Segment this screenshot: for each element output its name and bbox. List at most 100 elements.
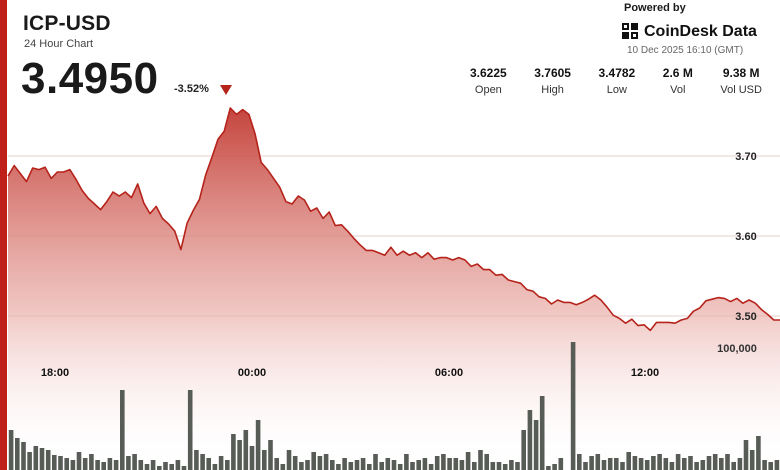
volume-bar: [589, 456, 594, 470]
volume-bar: [472, 462, 477, 470]
volume-bar: [620, 462, 625, 470]
x-tick-label: 18:00: [41, 367, 69, 379]
volume-bar: [181, 466, 187, 470]
stat-high: 3.7605 High: [534, 66, 571, 96]
volume-bar: [768, 462, 773, 470]
volume-bar: [725, 454, 730, 470]
volume-bar: [416, 460, 421, 470]
volume-bar: [45, 450, 51, 470]
volume-bar: [126, 456, 131, 470]
volume-bar: [89, 454, 94, 470]
volume-bar: [558, 458, 564, 470]
volume-bar: [200, 454, 205, 470]
volume-bar: [496, 462, 502, 470]
volume-bar: [113, 460, 119, 470]
volume-bar: [305, 460, 310, 470]
volume-bar: [39, 448, 45, 470]
volume-bar: [719, 458, 724, 470]
volume-bar: [490, 462, 496, 470]
volume-bar: [632, 456, 638, 470]
volume-bar: [138, 460, 144, 470]
volume-bar: [694, 462, 699, 470]
volume-bar: [663, 458, 669, 470]
volume-bar: [453, 458, 459, 470]
volume-bar: [614, 458, 619, 470]
stat-value: 3.6225: [470, 66, 507, 80]
volume-bar: [187, 390, 193, 470]
volume-bar: [150, 460, 156, 470]
volume-bar: [82, 458, 88, 470]
price-area: [8, 108, 780, 470]
volume-bar: [484, 454, 489, 470]
volume-bar: [348, 462, 354, 470]
volume-bar: [194, 450, 199, 470]
volume-bar: [644, 460, 650, 470]
volume-bar: [521, 430, 526, 470]
volume-bar: [669, 462, 675, 470]
volume-bar: [527, 410, 533, 470]
volume-bar: [731, 462, 736, 470]
powered-by-label: Powered by: [624, 2, 686, 14]
chart-subtitle: 24 Hour Chart: [24, 38, 94, 50]
stat-label: Open: [474, 84, 502, 96]
volume-bar: [447, 458, 452, 470]
volume-bar: [441, 454, 446, 470]
volume-bar: [286, 450, 292, 470]
volume-bar: [330, 460, 335, 470]
x-tick-label: 00:00: [238, 367, 266, 379]
volume-bar: [52, 455, 57, 470]
volume-bar: [268, 440, 273, 470]
y-tick-label: 3.60: [735, 231, 756, 243]
volume-tick-label: 100,000: [717, 343, 757, 355]
timestamp: 10 Dec 2025 16:10 (GMT): [627, 45, 744, 56]
volume-bar: [638, 458, 644, 470]
stat-value: 3.7605: [534, 66, 571, 80]
stat-value: 3.4782: [598, 66, 636, 80]
volume-bar: [607, 458, 613, 470]
volume-bar: [712, 454, 718, 470]
volume-bar: [243, 430, 249, 470]
volume-bar: [212, 464, 218, 470]
volume-bar: [292, 456, 298, 470]
volume-bar: [465, 452, 471, 470]
price-line: [7, 107, 780, 332]
volume-bar: [249, 446, 255, 470]
volume-bar: [95, 460, 100, 470]
volume-bar: [169, 464, 174, 470]
volume-bar: [354, 460, 360, 470]
stat-label: Vol USD: [720, 84, 762, 96]
price-change: -3.52%: [174, 83, 209, 95]
coindesk-logo[interactable]: CoinDesk Data: [622, 20, 757, 44]
coindesk-icon: [622, 23, 640, 41]
symbol-title: ICP-USD: [23, 12, 111, 35]
volume-bar: [237, 440, 242, 470]
volume-bar: [15, 438, 20, 470]
volume-bar: [756, 436, 761, 470]
volume-bar: [682, 458, 687, 470]
stats-row: 3.6225 Open 3.7605 High 3.4782 Low 2.6 M…: [470, 66, 762, 96]
volume-bar: [163, 462, 168, 470]
volume-bar: [478, 450, 483, 470]
volume-bar: [373, 454, 378, 470]
down-arrow-icon: [220, 85, 232, 95]
volume-bar: [515, 462, 520, 470]
volume-bar: [231, 434, 236, 470]
volume-bar: [107, 458, 113, 470]
volume-bar: [546, 466, 551, 470]
volume-bar: [274, 458, 279, 470]
x-tick-label: 12:00: [631, 367, 659, 379]
current-price: 3.4950: [21, 54, 159, 103]
volume-bar: [675, 454, 681, 470]
volume-bar: [225, 460, 230, 470]
volume-bar: [64, 458, 69, 470]
volume-bar: [404, 454, 409, 470]
volume-bar: [21, 442, 26, 470]
volume-bar: [657, 454, 662, 470]
volume-bar: [144, 464, 150, 470]
y-tick-label: 3.50: [735, 311, 756, 323]
volume-bar: [58, 456, 63, 470]
volume-bar: [255, 420, 261, 470]
volume-bar: [743, 440, 749, 470]
volume-bar: [410, 462, 415, 470]
volume-bar: [262, 450, 267, 470]
